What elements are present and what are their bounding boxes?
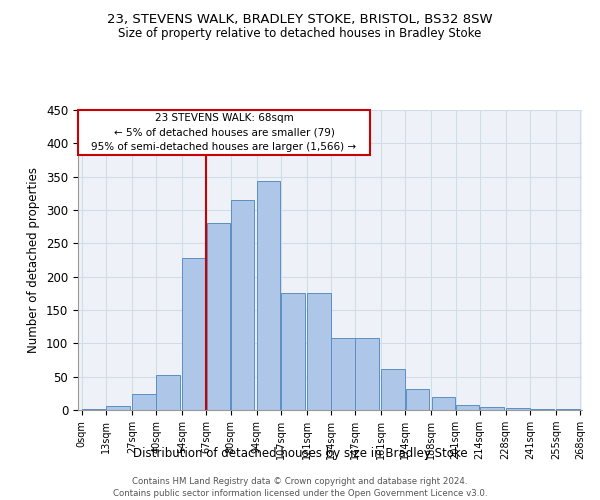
Bar [480,406,503,410]
Bar [406,388,429,410]
Text: Contains public sector information licensed under the Open Government Licence v3: Contains public sector information licen… [113,489,487,498]
Y-axis label: Number of detached properties: Number of detached properties [28,167,40,353]
Text: Contains HM Land Registry data © Crown copyright and database right 2024.: Contains HM Land Registry data © Crown c… [132,478,468,486]
Bar [307,294,331,410]
Bar [382,368,405,410]
Text: Distribution of detached houses by size in Bradley Stoke: Distribution of detached houses by size … [133,448,467,460]
Bar [331,338,355,410]
Bar [431,398,455,410]
Bar [257,182,280,410]
Bar [206,224,230,410]
Bar [132,394,156,410]
Bar [281,294,305,410]
Bar [82,408,106,410]
Bar [556,408,580,410]
Bar [456,404,479,410]
Text: Size of property relative to detached houses in Bradley Stoke: Size of property relative to detached ho… [118,28,482,40]
Bar [231,200,254,410]
FancyBboxPatch shape [78,110,370,154]
Bar [157,374,180,410]
Text: 23, STEVENS WALK, BRADLEY STOKE, BRISTOL, BS32 8SW: 23, STEVENS WALK, BRADLEY STOKE, BRISTOL… [107,12,493,26]
Bar [106,406,130,410]
Bar [355,338,379,410]
Bar [506,408,530,410]
Bar [182,258,206,410]
Text: 23 STEVENS WALK: 68sqm
← 5% of detached houses are smaller (79)
95% of semi-deta: 23 STEVENS WALK: 68sqm ← 5% of detached … [91,112,356,152]
